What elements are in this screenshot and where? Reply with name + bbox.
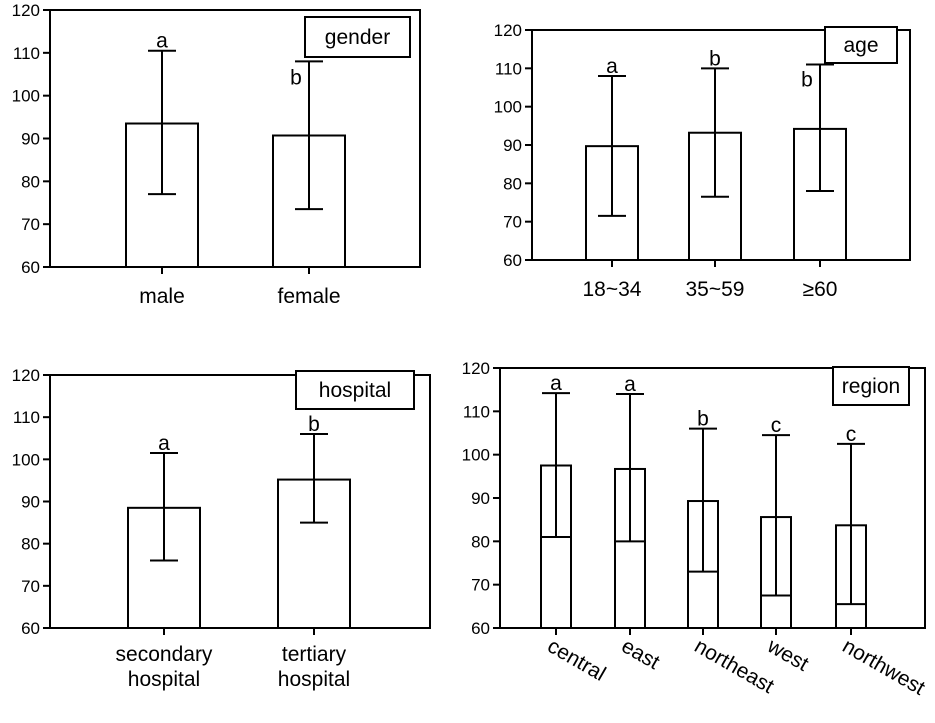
x-tick-label-line: secondary (116, 643, 213, 666)
significance-letter: b (290, 66, 302, 89)
significance-letter: a (606, 55, 618, 78)
y-tick-label: 100 (494, 98, 522, 117)
x-tick-label: ≥60 (803, 278, 838, 301)
x-tick-label-line: hospital (278, 668, 350, 691)
x-tick-label: east (618, 634, 664, 674)
x-tick-label: central (544, 634, 610, 685)
significance-letter: b (697, 408, 709, 431)
x-tick-label: 35~59 (686, 278, 745, 301)
y-tick-label: 120 (462, 359, 490, 378)
y-tick-label: 60 (21, 619, 40, 638)
plot-frame (49, 374, 431, 629)
y-tick-label: 60 (471, 619, 490, 638)
significance-letter: a (624, 373, 636, 396)
x-tick-label: northeast (691, 634, 778, 698)
significance-letter: c (771, 414, 782, 437)
significance-letter: b (308, 413, 320, 436)
significance-letter: c (846, 423, 857, 446)
y-tick-label: 120 (12, 1, 40, 20)
chart-hospital: 60708090100110120hospitalasecondaryhospi… (12, 366, 431, 691)
significance-letter: a (158, 432, 170, 455)
y-tick-label: 90 (503, 136, 522, 155)
significance-letter: a (550, 372, 562, 395)
y-tick-label: 70 (21, 577, 40, 596)
chart-age: 60 70 80 90 100 110 120 age a 18~34 b 35~59 b ≥60 (494, 21, 911, 301)
legend-label: hospital (319, 379, 391, 402)
significance-letter: b (709, 47, 721, 70)
y-tick-label: 90 (21, 130, 40, 149)
y-tick-label: 70 (471, 576, 490, 595)
y-tick-label: 80 (503, 174, 522, 193)
y-tick-label: 80 (471, 532, 490, 551)
y-tick-label: 100 (12, 450, 40, 469)
legend-label: age (843, 34, 878, 57)
y-tick-label: 110 (13, 408, 40, 427)
x-tick-label: west (763, 634, 813, 676)
legend-box (832, 366, 910, 406)
y-tick-label: 70 (21, 215, 40, 234)
x-tick-label-line: tertiary (282, 643, 347, 666)
y-tick-label: 90 (471, 489, 490, 508)
chart-gender: 60 70 80 90 100 110 120 gender a male b female (12, 1, 421, 308)
x-tick-label: northwest (839, 634, 929, 700)
legend-label: region (842, 375, 900, 398)
legend-box (824, 26, 898, 64)
y-tick-label: 80 (21, 172, 40, 191)
x-tick-label: female (277, 285, 340, 308)
legend-box (295, 370, 415, 410)
y-tick-label: 110 (463, 402, 490, 421)
chart-region: 60 70 80 90 100 110 120 region a central a east b nor… (462, 359, 929, 700)
y-tick-label: 100 (12, 87, 40, 106)
significance-letter: a (156, 30, 168, 53)
x-tick-label: 18~34 (583, 278, 642, 301)
legend-label: gender (325, 26, 390, 49)
legend-box (304, 16, 411, 58)
x-tick-label: male (139, 285, 185, 308)
y-tick-label: 60 (21, 258, 40, 277)
y-tick-label: 100 (462, 446, 490, 465)
y-tick-label: 110 (13, 44, 40, 63)
y-tick-label: 80 (21, 535, 40, 554)
significance-letter: b (801, 69, 813, 92)
y-tick-label: 120 (12, 366, 40, 385)
y-tick-label: 120 (494, 21, 522, 40)
y-tick-label: 110 (495, 59, 522, 78)
y-tick-label: 60 (503, 251, 522, 270)
y-tick-label: 70 (503, 213, 522, 232)
y-tick-label: 90 (21, 493, 40, 512)
x-tick-label-line: hospital (128, 668, 200, 691)
